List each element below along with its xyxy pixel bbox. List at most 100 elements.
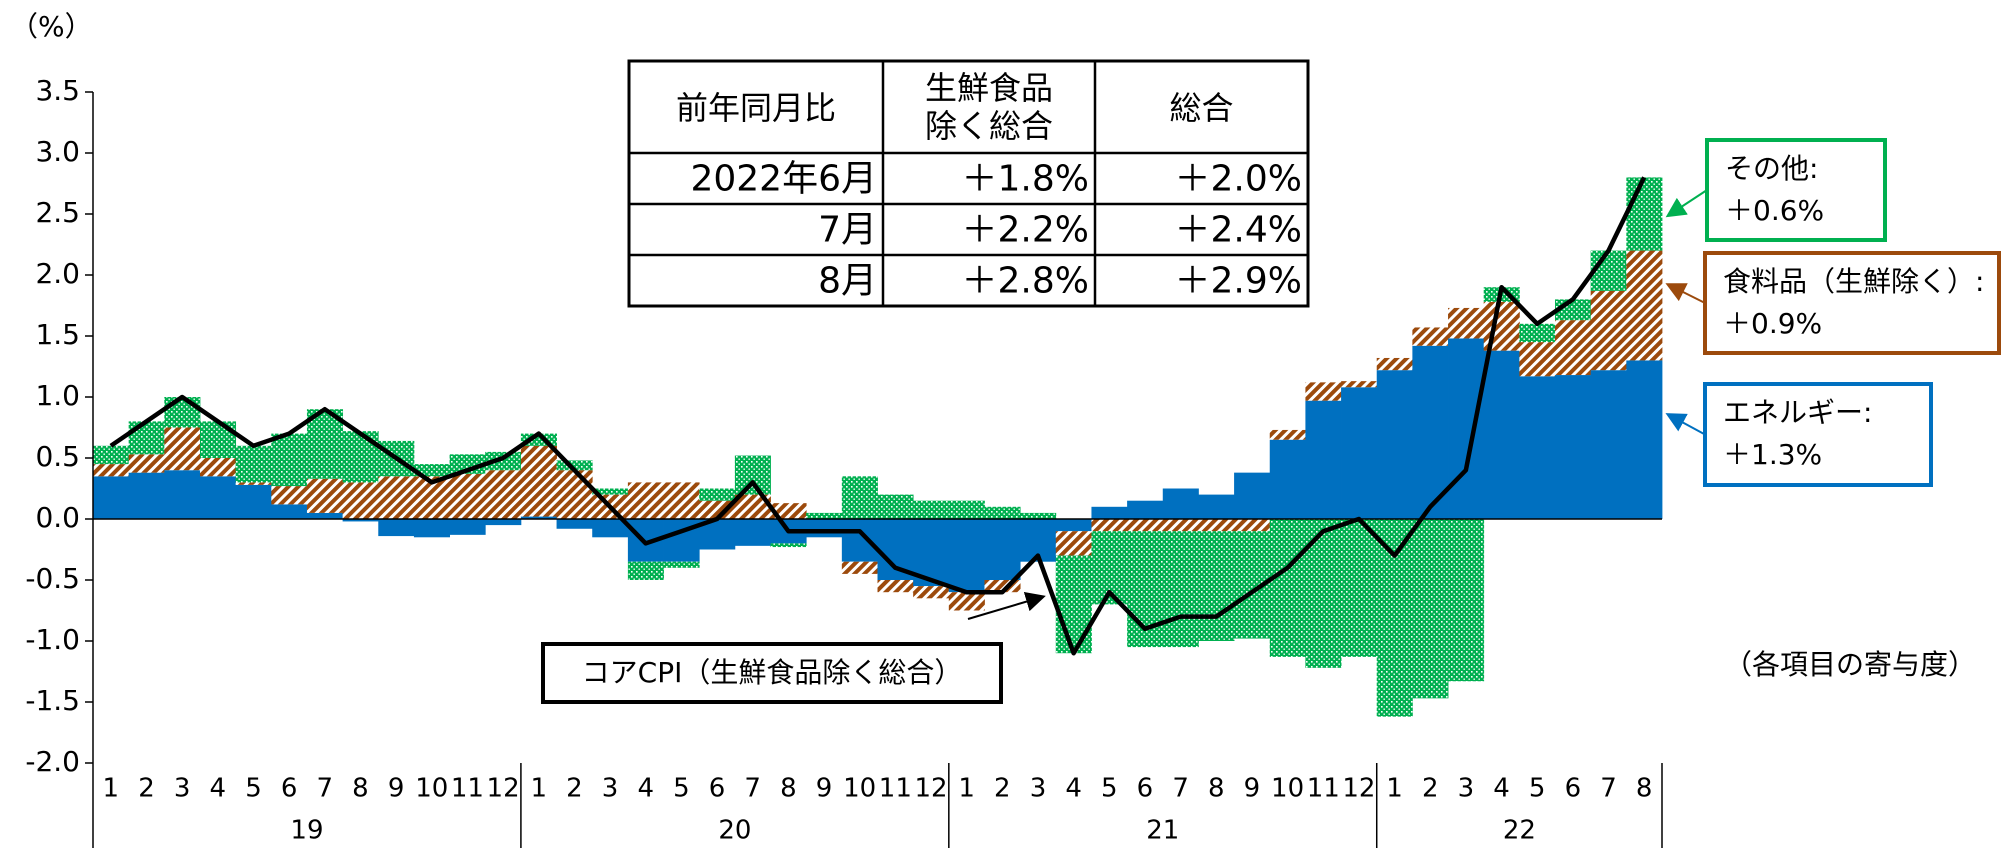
legend-name: エネルギー: bbox=[1723, 396, 1872, 429]
y-tick-label: -0.5 bbox=[25, 562, 80, 595]
bar-segment bbox=[1198, 531, 1235, 641]
x-tick-label: 10 bbox=[415, 774, 448, 804]
bar-segment bbox=[1341, 381, 1378, 388]
bar-segment bbox=[948, 500, 985, 519]
note: （各項目の寄与度） bbox=[1724, 648, 1976, 681]
bar-segment bbox=[93, 476, 130, 519]
table-cell: ＋1.8% bbox=[962, 159, 1089, 200]
x-tick-label: 8 bbox=[1208, 774, 1225, 804]
x-tick-label: 8 bbox=[780, 774, 797, 804]
x-tick-label: 7 bbox=[1172, 774, 1189, 804]
bar-segment bbox=[306, 512, 344, 519]
bar-segment bbox=[485, 470, 522, 519]
x-tick-label: 1 bbox=[530, 774, 547, 804]
bar-segment bbox=[1162, 519, 1199, 532]
bar-segment bbox=[1234, 519, 1271, 532]
bar-segment bbox=[734, 519, 771, 546]
bar-segment bbox=[1555, 320, 1592, 376]
bar-segment bbox=[1127, 519, 1164, 532]
bar-segment bbox=[1162, 488, 1199, 519]
x-tick-label: 6 bbox=[709, 774, 726, 804]
bar-segment bbox=[699, 500, 736, 519]
bar-segment bbox=[271, 433, 308, 487]
bar-segment bbox=[1055, 531, 1092, 556]
bar-segment bbox=[235, 484, 272, 519]
legend-box bbox=[1703, 251, 2001, 355]
core-cpi-line bbox=[109, 176, 1647, 656]
x-tick-label: 9 bbox=[816, 774, 833, 804]
bar-segment bbox=[1412, 345, 1449, 519]
table-cell: ＋2.9% bbox=[1175, 261, 1302, 302]
bar-segment bbox=[520, 445, 557, 517]
bar-segment bbox=[734, 455, 771, 495]
bar-segment bbox=[485, 451, 522, 471]
y-tick-label: 0.5 bbox=[35, 440, 80, 473]
x-tick-label: 5 bbox=[1101, 774, 1118, 804]
legend-box bbox=[1703, 382, 1933, 487]
x-tick-label: 2 bbox=[1422, 774, 1439, 804]
x-tick-label: 7 bbox=[1600, 774, 1617, 804]
bar-segment bbox=[1020, 512, 1057, 519]
bar-segment bbox=[1448, 307, 1485, 339]
y-tick-label: -2.0 bbox=[25, 745, 80, 778]
x-tick-label: 4 bbox=[210, 774, 227, 804]
bar-segment bbox=[342, 431, 379, 483]
table-header: 除く総合 bbox=[925, 107, 1053, 145]
table-cell: 8月 bbox=[818, 261, 877, 302]
bar-segment bbox=[556, 470, 593, 519]
bar-segment bbox=[1412, 327, 1449, 346]
bar-segment bbox=[271, 486, 308, 505]
y-tick-label: 1.5 bbox=[35, 318, 80, 351]
legend-name: 食料品（生鮮除く）: bbox=[1723, 265, 1984, 298]
bar-segment bbox=[1590, 250, 1627, 291]
bar-segment bbox=[1376, 519, 1413, 717]
y-tick-label: 2.0 bbox=[35, 257, 80, 290]
legend-box bbox=[1705, 138, 1887, 242]
bar-segment bbox=[1519, 376, 1556, 519]
legend-name: その他: bbox=[1725, 152, 1818, 185]
bar-segment bbox=[1590, 370, 1627, 519]
x-tick-label: 7 bbox=[317, 774, 334, 804]
line-label: コアCPI（生鮮食品除く総合） bbox=[582, 656, 963, 689]
bar-segment bbox=[342, 482, 379, 519]
bar-segment bbox=[235, 482, 272, 485]
bar-segment bbox=[164, 397, 201, 428]
bar-segment bbox=[128, 472, 165, 519]
table-bg bbox=[627, 59, 1310, 308]
bar-segment bbox=[520, 516, 557, 519]
bar-segment bbox=[663, 482, 700, 519]
bar-segment bbox=[1555, 375, 1592, 519]
bar-segment bbox=[877, 580, 914, 593]
x-tick-label: 7 bbox=[744, 774, 761, 804]
y-tick-label: -1.0 bbox=[25, 623, 80, 656]
bar-segment bbox=[592, 488, 629, 495]
bar-segment bbox=[1055, 555, 1092, 654]
bar-segment bbox=[1519, 342, 1556, 377]
bar-segment bbox=[1376, 357, 1413, 371]
bar-segment bbox=[485, 519, 522, 526]
x-tick-label: 9 bbox=[1244, 774, 1261, 804]
x-tick-label: 5 bbox=[673, 774, 690, 804]
bar-segment bbox=[806, 519, 843, 538]
bar-segment bbox=[1269, 429, 1306, 440]
bar-segment bbox=[128, 454, 165, 473]
bar-segment bbox=[877, 494, 914, 519]
bar-segment bbox=[1519, 323, 1556, 343]
bar-segment bbox=[1198, 494, 1235, 519]
bar-segment bbox=[663, 561, 700, 568]
x-tick-label: 11 bbox=[1307, 774, 1340, 804]
bar-segment bbox=[271, 504, 308, 519]
x-tick-label: 3 bbox=[1458, 774, 1475, 804]
bar-segment bbox=[164, 470, 201, 519]
bar-segment bbox=[592, 519, 629, 538]
bar-segment bbox=[1269, 439, 1306, 519]
bar-segment bbox=[128, 421, 165, 455]
bar-segment bbox=[378, 519, 415, 537]
y-tick-label: -1.5 bbox=[25, 684, 80, 717]
bar-segment bbox=[948, 519, 985, 593]
bar-segment bbox=[770, 543, 807, 548]
bar-segment bbox=[1269, 519, 1306, 657]
x-tick-label: 6 bbox=[281, 774, 298, 804]
y-tick-label: 1.0 bbox=[35, 379, 80, 412]
